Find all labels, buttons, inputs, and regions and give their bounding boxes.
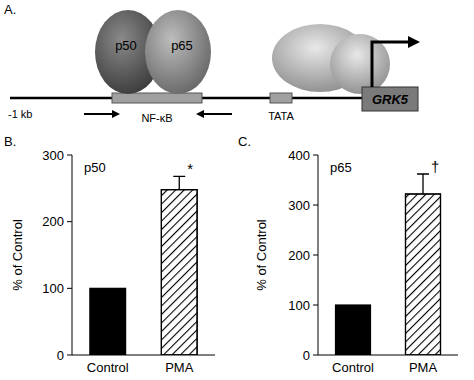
chart-1: 0 100 200 300 400 Control PMA % of Control p65 C.… [238,134,458,375]
y-tick [67,155,72,156]
primer-arrow [204,113,232,115]
p65-protein [145,10,211,94]
tss-arrow [372,42,410,87]
y-tick-label: 0 [57,348,64,363]
y-tick [313,155,318,156]
y-tick-label: 200 [288,248,310,263]
y-tick-label: 300 [288,198,310,213]
primer-arrow [84,113,112,115]
arrow-head [112,110,120,118]
chart-title: p65 [330,160,352,175]
y-axis [72,155,73,355]
error-bar [417,174,429,194]
figure: A. -1 kb NF-κB p50 p65 TATA GRK5 0 100 200 300 Cont… [0,0,474,380]
x-tick-label: PMA [409,360,438,375]
y-tick [313,355,318,356]
panel-label: A. [4,2,16,17]
panel-label: B. [4,134,16,149]
scale-label: -1 kb [8,108,32,120]
y-tick [67,221,72,222]
y-tick [313,205,318,206]
bar [161,190,197,355]
y-axis-label: % of Control [10,219,25,291]
error-bar [173,176,185,189]
bars [90,176,197,355]
nfkb-site [112,93,202,103]
x-tick-label: Control [87,360,129,375]
x-tick-label: PMA [165,360,194,375]
x-axis [318,355,458,356]
arrow-head [196,110,204,118]
tata-box [270,93,292,103]
tata-label: TATA [268,110,294,122]
bars [336,174,441,355]
bar-hatch [161,190,197,355]
chart-title: p50 [84,160,106,175]
chart-0: 0 100 200 300 Control PMA % of Control p50 B. * [4,134,215,375]
y-tick [313,305,318,306]
y-tick-label: 100 [288,298,310,313]
bar-hatch [406,194,441,355]
gene-label: GRK5 [372,92,409,107]
arrow-head [408,36,420,48]
significance-marker: † [431,158,439,175]
x-axis [72,355,215,356]
y-tick-label: 100 [42,281,64,296]
y-tick [67,355,72,356]
y-axis-label: % of Control [254,219,269,291]
bar [406,194,441,355]
y-tick [313,255,318,256]
y-tick [67,288,72,289]
bar [336,305,371,355]
y-tick-label: 300 [42,148,64,163]
y-tick-label: 200 [42,214,64,229]
nfkb-label: NF-κB [141,112,172,124]
bar [90,288,126,355]
gene-box [362,87,418,111]
y-tick-label: 400 [288,148,310,163]
protein-label: p65 [171,38,193,53]
panel-label: C. [238,134,251,149]
x-tick-label: Control [332,360,374,375]
significance-marker: * [187,160,193,177]
protein-label: p50 [115,38,137,53]
y-tick-label: 0 [303,348,310,363]
